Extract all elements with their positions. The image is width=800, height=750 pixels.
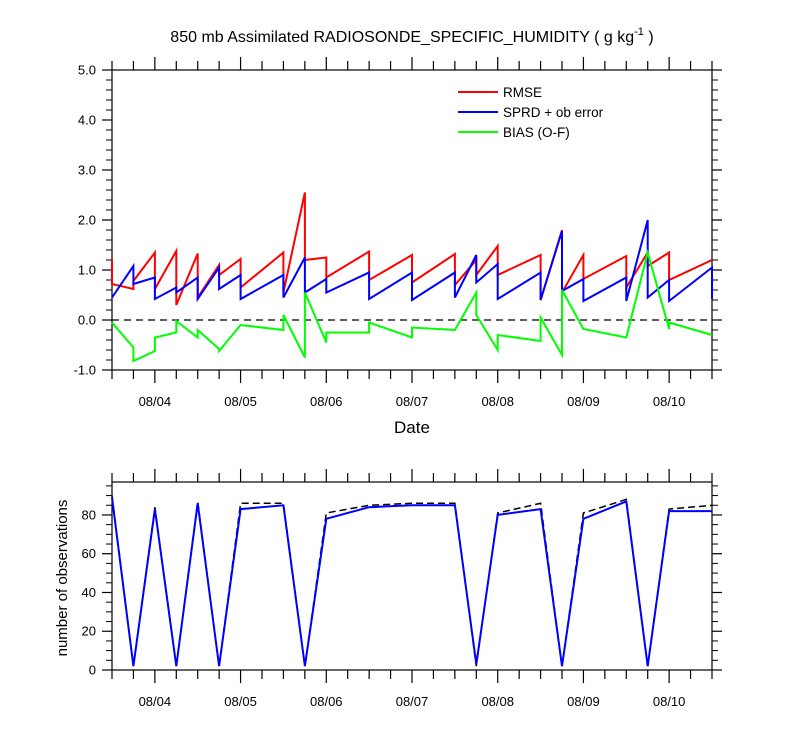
bottom-series-group bbox=[111, 495, 713, 667]
bottom-x-tick-label: 08/05 bbox=[224, 694, 257, 709]
bottom-y-tick-labels: 0 20 40 60 80 bbox=[82, 507, 96, 677]
bottom-x-tick-label: 08/04 bbox=[139, 694, 172, 709]
top-axis-ticks bbox=[102, 57, 722, 383]
bottom-y-tick-label: 40 bbox=[82, 585, 96, 600]
bottom-panel: 0 20 40 60 80 08/04 08/05 08/06 08/07 08/08 08/09… bbox=[54, 469, 722, 709]
bottom-x-tick-label: 08/10 bbox=[653, 694, 686, 709]
bottom-axis-ticks bbox=[102, 469, 722, 683]
chart-title: 850 mb Assimilated RADIOSONDE_SPECIFIC_H… bbox=[170, 26, 653, 46]
top-y-tick-label: 0.0 bbox=[78, 313, 96, 328]
bottom-x-tick-label: 08/09 bbox=[567, 694, 600, 709]
top-y-tick-label: -1.0 bbox=[74, 363, 96, 378]
top-x-tick-label: 08/06 bbox=[310, 394, 343, 409]
x-axis-label: Date bbox=[394, 418, 430, 437]
top-x-tick-labels: 08/04 08/05 08/06 08/07 08/08 08/09 08/10 bbox=[139, 394, 686, 409]
bottom-y-tick-label: 20 bbox=[82, 624, 96, 639]
top-x-tick-label: 08/09 bbox=[567, 394, 600, 409]
bottom-y-tick-label: 0 bbox=[89, 663, 96, 678]
top-plot-frame bbox=[111, 69, 713, 371]
bottom-plot-frame bbox=[111, 481, 713, 671]
top-x-tick-label: 08/07 bbox=[396, 394, 429, 409]
bottom-series-assimilated-observations bbox=[111, 497, 712, 667]
y-axis-label-observations: number of observations bbox=[54, 500, 71, 657]
bottom-y-tick-label: 80 bbox=[82, 507, 96, 522]
top-y-tick-labels: -1.0 0.0 1.0 2.0 3.0 4.0 5.0 bbox=[74, 63, 96, 378]
top-x-tick-label: 08/10 bbox=[653, 394, 686, 409]
bottom-x-tick-label: 08/07 bbox=[396, 694, 429, 709]
bottom-y-tick-label: 60 bbox=[82, 546, 96, 561]
top-y-tick-label: 3.0 bbox=[78, 163, 96, 178]
legend-label-sprd-ob-error: SPRD + ob error bbox=[503, 105, 604, 120]
bottom-series-possible-observations bbox=[111, 495, 713, 667]
bottom-x-tick-label: 08/08 bbox=[481, 694, 514, 709]
legend-label-rmse: RMSE bbox=[503, 85, 542, 100]
top-y-tick-label: 5.0 bbox=[78, 63, 96, 78]
bottom-x-tick-label: 08/06 bbox=[310, 694, 343, 709]
top-series-group bbox=[111, 192, 713, 363]
top-x-tick-label: 08/04 bbox=[139, 394, 172, 409]
top-series-sprd-ob-error bbox=[111, 219, 713, 304]
top-x-tick-label: 08/08 bbox=[481, 394, 514, 409]
top-panel: -1.00.01.02.03.04.05.0 08/04 08/05 08/06 08… bbox=[74, 57, 722, 437]
legend: RMSE SPRD + ob error BIAS (O-F) bbox=[458, 85, 604, 140]
top-y-tick-label: 2.0 bbox=[78, 213, 96, 228]
top-y-tick-label: 1.0 bbox=[78, 263, 96, 278]
legend-label-bias-o-f: BIAS (O-F) bbox=[503, 125, 570, 140]
top-x-tick-label: 08/05 bbox=[224, 394, 257, 409]
top-y-tick-label: 4.0 bbox=[78, 113, 96, 128]
bottom-x-tick-labels: 08/04 08/05 08/06 08/07 08/08 08/09 08/10 bbox=[139, 694, 686, 709]
top-series-bias-o-f bbox=[111, 248, 713, 363]
